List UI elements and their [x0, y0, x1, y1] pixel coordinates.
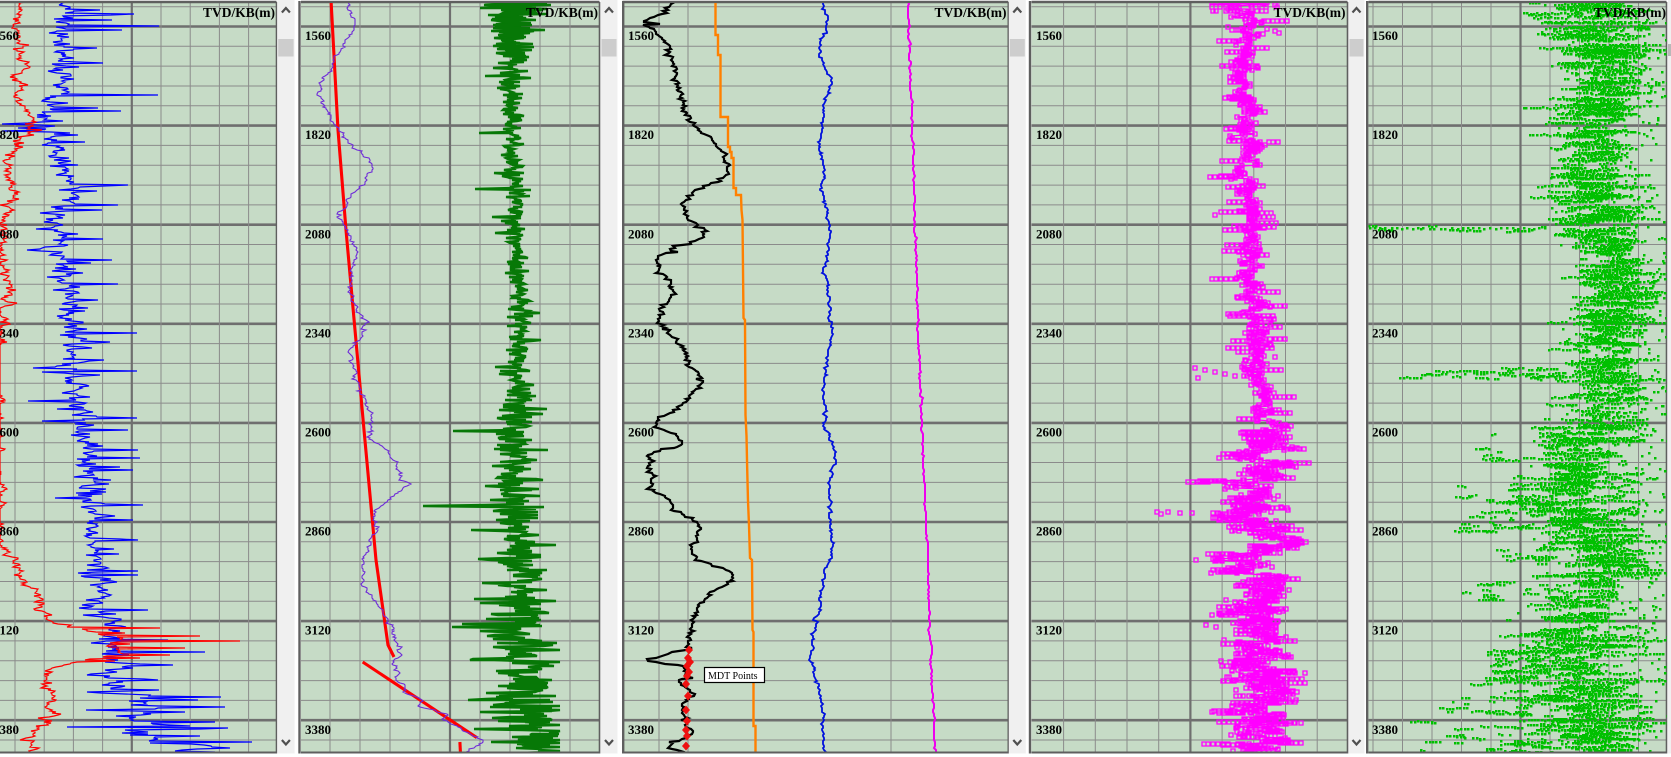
svg-text:3120: 3120 — [1372, 623, 1398, 638]
svg-text:1820: 1820 — [1036, 127, 1062, 142]
svg-text:2080: 2080 — [305, 226, 331, 241]
svg-text:1820: 1820 — [1372, 127, 1398, 142]
svg-text:3380: 3380 — [1036, 722, 1062, 737]
svg-text:1560: 1560 — [1372, 28, 1398, 43]
svg-text:2340: 2340 — [628, 325, 654, 340]
svg-text:2860: 2860 — [1372, 524, 1398, 539]
svg-text:2080: 2080 — [1036, 226, 1062, 241]
svg-text:TVD/KB(m): TVD/KB(m) — [1274, 5, 1346, 20]
svg-text:2340: 2340 — [1372, 325, 1398, 340]
svg-text:TVD/KB(m): TVD/KB(m) — [203, 5, 275, 20]
svg-text:1560: 1560 — [305, 28, 331, 43]
svg-text:2860: 2860 — [0, 524, 19, 539]
svg-text:1560: 1560 — [1036, 28, 1062, 43]
svg-text:1820: 1820 — [628, 127, 654, 142]
svg-text:2600: 2600 — [1372, 425, 1398, 440]
svg-text:3120: 3120 — [305, 623, 331, 638]
svg-text:1820: 1820 — [0, 127, 19, 142]
svg-text:2080: 2080 — [0, 226, 19, 241]
svg-text:2860: 2860 — [1036, 524, 1062, 539]
svg-text:TVD/KB(m): TVD/KB(m) — [1594, 5, 1666, 20]
svg-text:2860: 2860 — [305, 524, 331, 539]
svg-text:2340: 2340 — [305, 325, 331, 340]
svg-text:MDT Points: MDT Points — [708, 671, 758, 682]
svg-text:2080: 2080 — [628, 226, 654, 241]
svg-text:TVD/KB(m): TVD/KB(m) — [526, 5, 598, 20]
svg-text:2080: 2080 — [1372, 226, 1398, 241]
svg-text:1560: 1560 — [628, 28, 654, 43]
svg-text:2340: 2340 — [1036, 325, 1062, 340]
svg-text:2340: 2340 — [0, 325, 19, 340]
svg-text:2860: 2860 — [628, 524, 654, 539]
svg-text:1820: 1820 — [305, 127, 331, 142]
svg-text:3380: 3380 — [628, 722, 654, 737]
svg-text:2600: 2600 — [1036, 425, 1062, 440]
svg-text:3380: 3380 — [305, 722, 331, 737]
svg-text:TVD/KB(m): TVD/KB(m) — [935, 5, 1007, 20]
svg-text:3120: 3120 — [0, 623, 19, 638]
svg-text:3120: 3120 — [1036, 623, 1062, 638]
svg-text:3120: 3120 — [628, 623, 654, 638]
svg-text:1560: 1560 — [0, 28, 19, 43]
svg-text:2600: 2600 — [305, 425, 331, 440]
svg-text:3380: 3380 — [1372, 722, 1398, 737]
svg-text:3380: 3380 — [0, 722, 19, 737]
svg-text:2600: 2600 — [0, 425, 19, 440]
svg-text:2600: 2600 — [628, 425, 654, 440]
